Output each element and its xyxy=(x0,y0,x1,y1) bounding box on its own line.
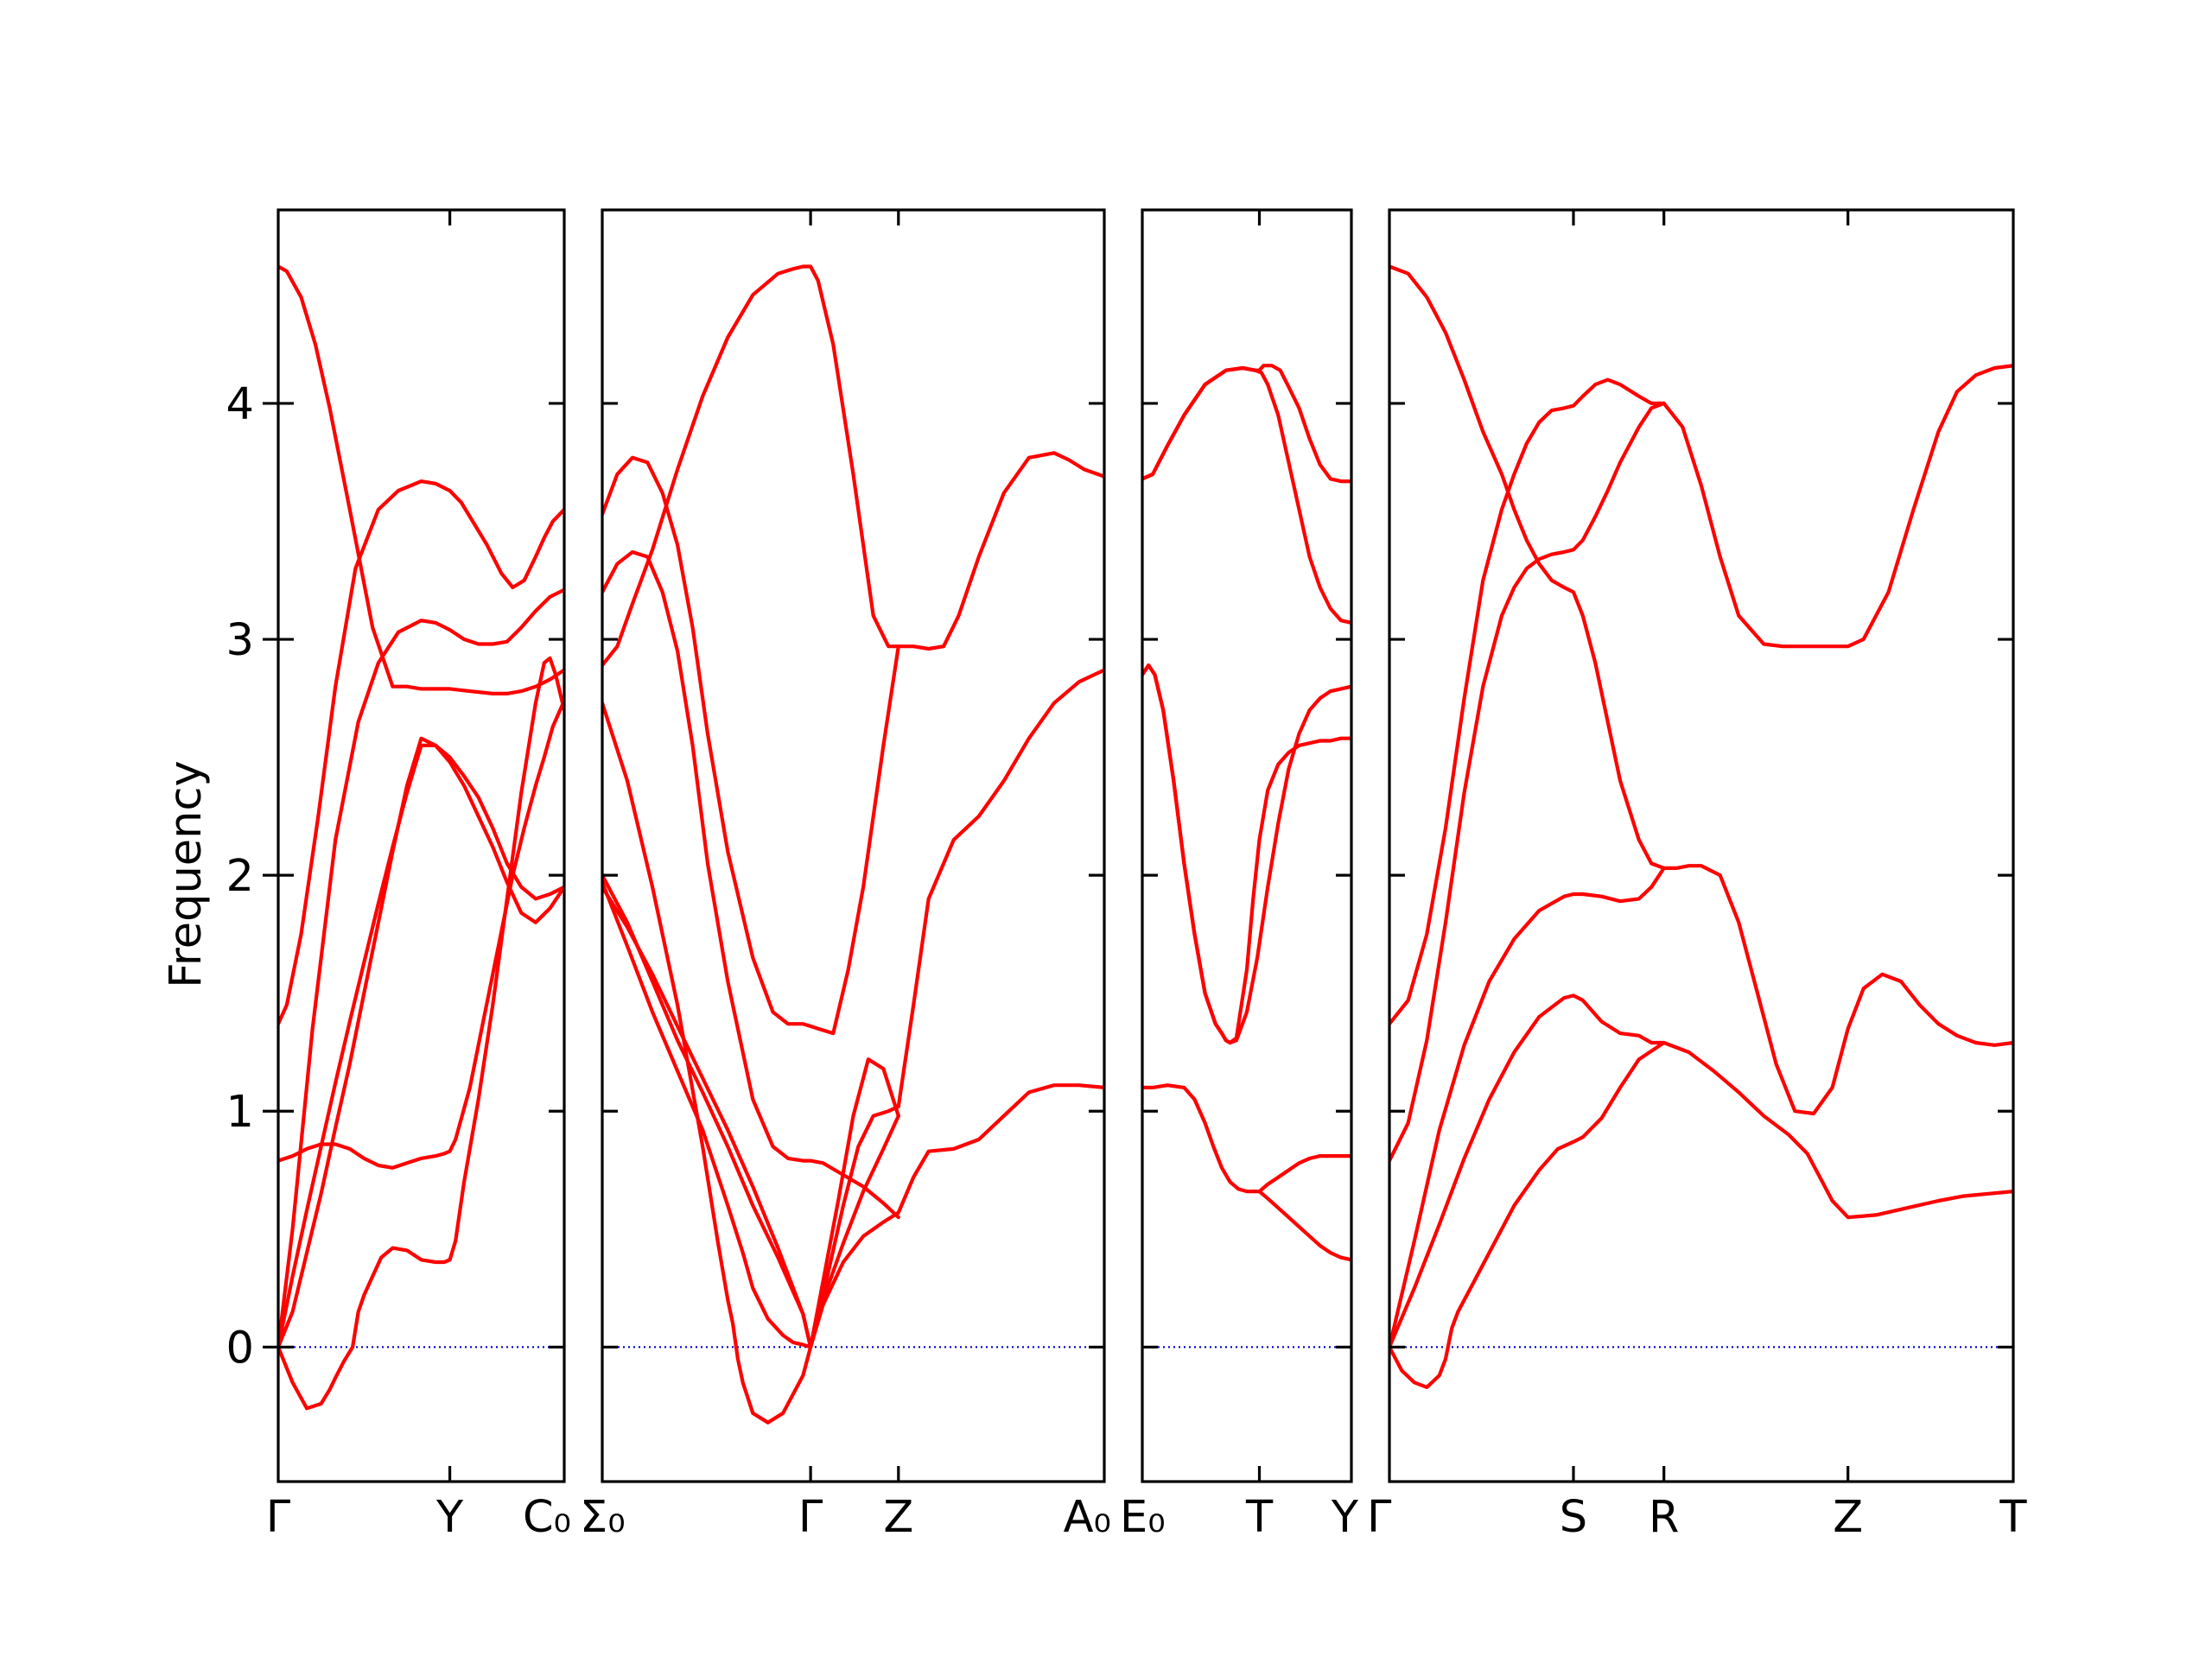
band-line-4 xyxy=(1142,663,1351,1045)
band-line-5 xyxy=(278,743,564,1349)
x-tick-label: T xyxy=(1245,1492,1274,1543)
band-line-4 xyxy=(278,736,564,1349)
panel-frame xyxy=(1141,208,1353,1483)
x-tick-label: R xyxy=(1649,1492,1679,1543)
x-tick-label: Z xyxy=(1833,1492,1863,1543)
y-tick-label: 0 xyxy=(226,1323,254,1374)
band-line-1 xyxy=(1142,365,1351,625)
y-tick-label: 1 xyxy=(226,1087,254,1138)
band-line-2 xyxy=(278,479,564,1026)
band-lines xyxy=(1142,364,1351,1262)
band-line-6 xyxy=(1257,1189,1351,1262)
band-line-1 xyxy=(602,264,1104,668)
y-tick-label: 4 xyxy=(226,379,254,430)
band-lines xyxy=(278,264,564,1411)
panel-frame xyxy=(276,208,566,1483)
band-line-6 xyxy=(278,698,564,1170)
panel-frame xyxy=(1388,208,2015,1483)
x-tick-label: Γ xyxy=(266,1492,291,1543)
band-line-4 xyxy=(1389,866,1666,1349)
band-line-6 xyxy=(1389,1040,2013,1389)
x-tick-label: Σ₀ xyxy=(580,1492,626,1543)
band-line-3 xyxy=(1389,401,1666,1163)
x-tick-label: Γ xyxy=(1367,1492,1392,1543)
band-line-7 xyxy=(278,656,564,1411)
x-tick-label: A₀ xyxy=(1064,1492,1111,1543)
band-line-1 xyxy=(278,264,564,696)
x-tick-label: E₀ xyxy=(1120,1492,1166,1543)
band-line-5 xyxy=(602,701,900,1425)
band-lines xyxy=(1389,264,2013,1389)
x-tick-label: T xyxy=(1999,1492,2027,1543)
x-tick-label: Γ xyxy=(798,1492,823,1543)
band-line-3 xyxy=(278,587,564,1349)
panel-2: Σ₀ Γ Z A₀ xyxy=(580,208,1111,1543)
band-line-2 xyxy=(602,455,900,1036)
y-tick-label: 3 xyxy=(226,615,254,666)
x-tick-label: S xyxy=(1560,1492,1587,1543)
panel-frame xyxy=(601,208,1106,1483)
x-tick-label: Y xyxy=(435,1492,464,1543)
band-line-7 xyxy=(602,885,900,1349)
y-tick-label: 2 xyxy=(226,851,254,902)
y-axis-label: Frequency xyxy=(161,760,212,987)
band-lines xyxy=(602,264,1104,1425)
band-line-6 xyxy=(602,873,1104,1349)
panel-1: 0 1 2 3 4 Γ Y C₀ xyxy=(226,208,571,1543)
band-line-2 xyxy=(1142,364,1351,484)
x-tick-label: Z xyxy=(883,1492,913,1543)
x-tick-label: Y xyxy=(1331,1492,1359,1543)
panel-3: E₀ T Y xyxy=(1120,208,1359,1543)
x-tick-label: C₀ xyxy=(523,1492,571,1543)
band-line-5 xyxy=(1389,993,1666,1349)
band-line-4 xyxy=(602,668,1104,1349)
band-line-3 xyxy=(1142,663,1351,1045)
band-line-2 xyxy=(1389,364,2013,1026)
band-line-5 xyxy=(1142,1083,1351,1194)
